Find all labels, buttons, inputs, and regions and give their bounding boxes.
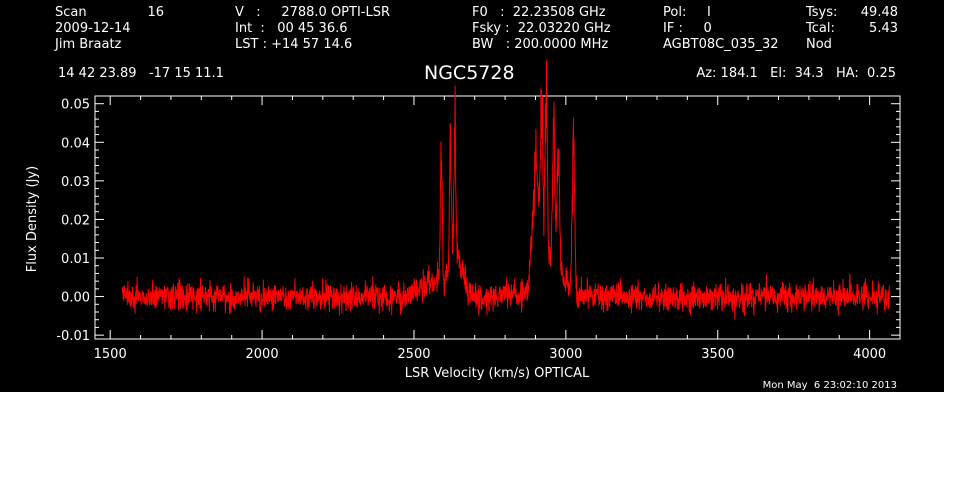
tsys-label: Tsys:	[806, 5, 838, 20]
x-tick-label: 2000	[246, 347, 279, 362]
polarization: Pol: I	[663, 5, 711, 20]
y-tick-label: 0.01	[61, 252, 90, 267]
source-coordinates: 14 42 23.89 -17 15 11.1	[58, 66, 224, 81]
y-tick-label: 0.00	[61, 291, 90, 306]
y-tick-label: 0.02	[61, 213, 90, 228]
observer-name: Jim Braatz	[55, 37, 122, 52]
x-tick-label: 4000	[853, 347, 886, 362]
plot-panel: Scan 16 2009-12-14 Jim Braatz V : 2788.0…	[0, 0, 944, 392]
y-tick-label: -0.01	[56, 329, 90, 344]
x-tick-label: 2500	[397, 347, 430, 362]
integration-time: Int : 00 45 36.6	[235, 21, 348, 36]
if-number: IF : 0	[663, 21, 712, 36]
scan-value: 16	[147, 5, 164, 20]
y-axis-label: Flux Density (Jy)	[25, 166, 40, 272]
y-tick-label: 0.04	[61, 136, 90, 151]
x-tick-label: 3500	[701, 347, 734, 362]
x-tick-label: 3000	[549, 347, 582, 362]
y-tick-label: 0.05	[61, 98, 90, 113]
tsys-value: 49.48	[860, 5, 898, 20]
plot-frame	[94, 95, 901, 340]
scan-label: Scan	[55, 5, 87, 20]
y-tick-label: 0.03	[61, 175, 90, 190]
velocity-info: V : 2788.0 OPTI-LSR	[235, 5, 391, 20]
tcal-label: Tcal:	[806, 21, 835, 36]
x-axis-label: LSR Velocity (km/s) OPTICAL	[405, 366, 590, 381]
project-id: AGBT08C_035_32	[663, 37, 779, 52]
az-el-ha: Az: 184.1 El: 34.3 HA: 0.25	[696, 66, 896, 81]
tcal-value: 5.43	[869, 21, 898, 36]
timestamp: Mon May 6 23:02:10 2013	[762, 380, 897, 391]
observing-mode: Nod	[806, 37, 832, 52]
rest-frequency: F0 : 22.23508 GHz	[472, 5, 606, 20]
sky-frequency: Fsky : 22.03220 GHz	[472, 21, 611, 36]
spectrum-chart: 1500 2000 2500 3000 3500 4000 -0.01 0.00 0.01 0.0…	[25, 60, 901, 381]
source-name: NGC5728	[424, 62, 515, 84]
bandwidth: BW : 200.0000 MHz	[472, 37, 609, 52]
observation-date: 2009-12-14	[55, 21, 131, 36]
x-tick-label: 1500	[94, 347, 127, 362]
lst-info: LST : +14 57 14.6	[235, 37, 353, 52]
spectrum-series-line	[121, 60, 890, 320]
